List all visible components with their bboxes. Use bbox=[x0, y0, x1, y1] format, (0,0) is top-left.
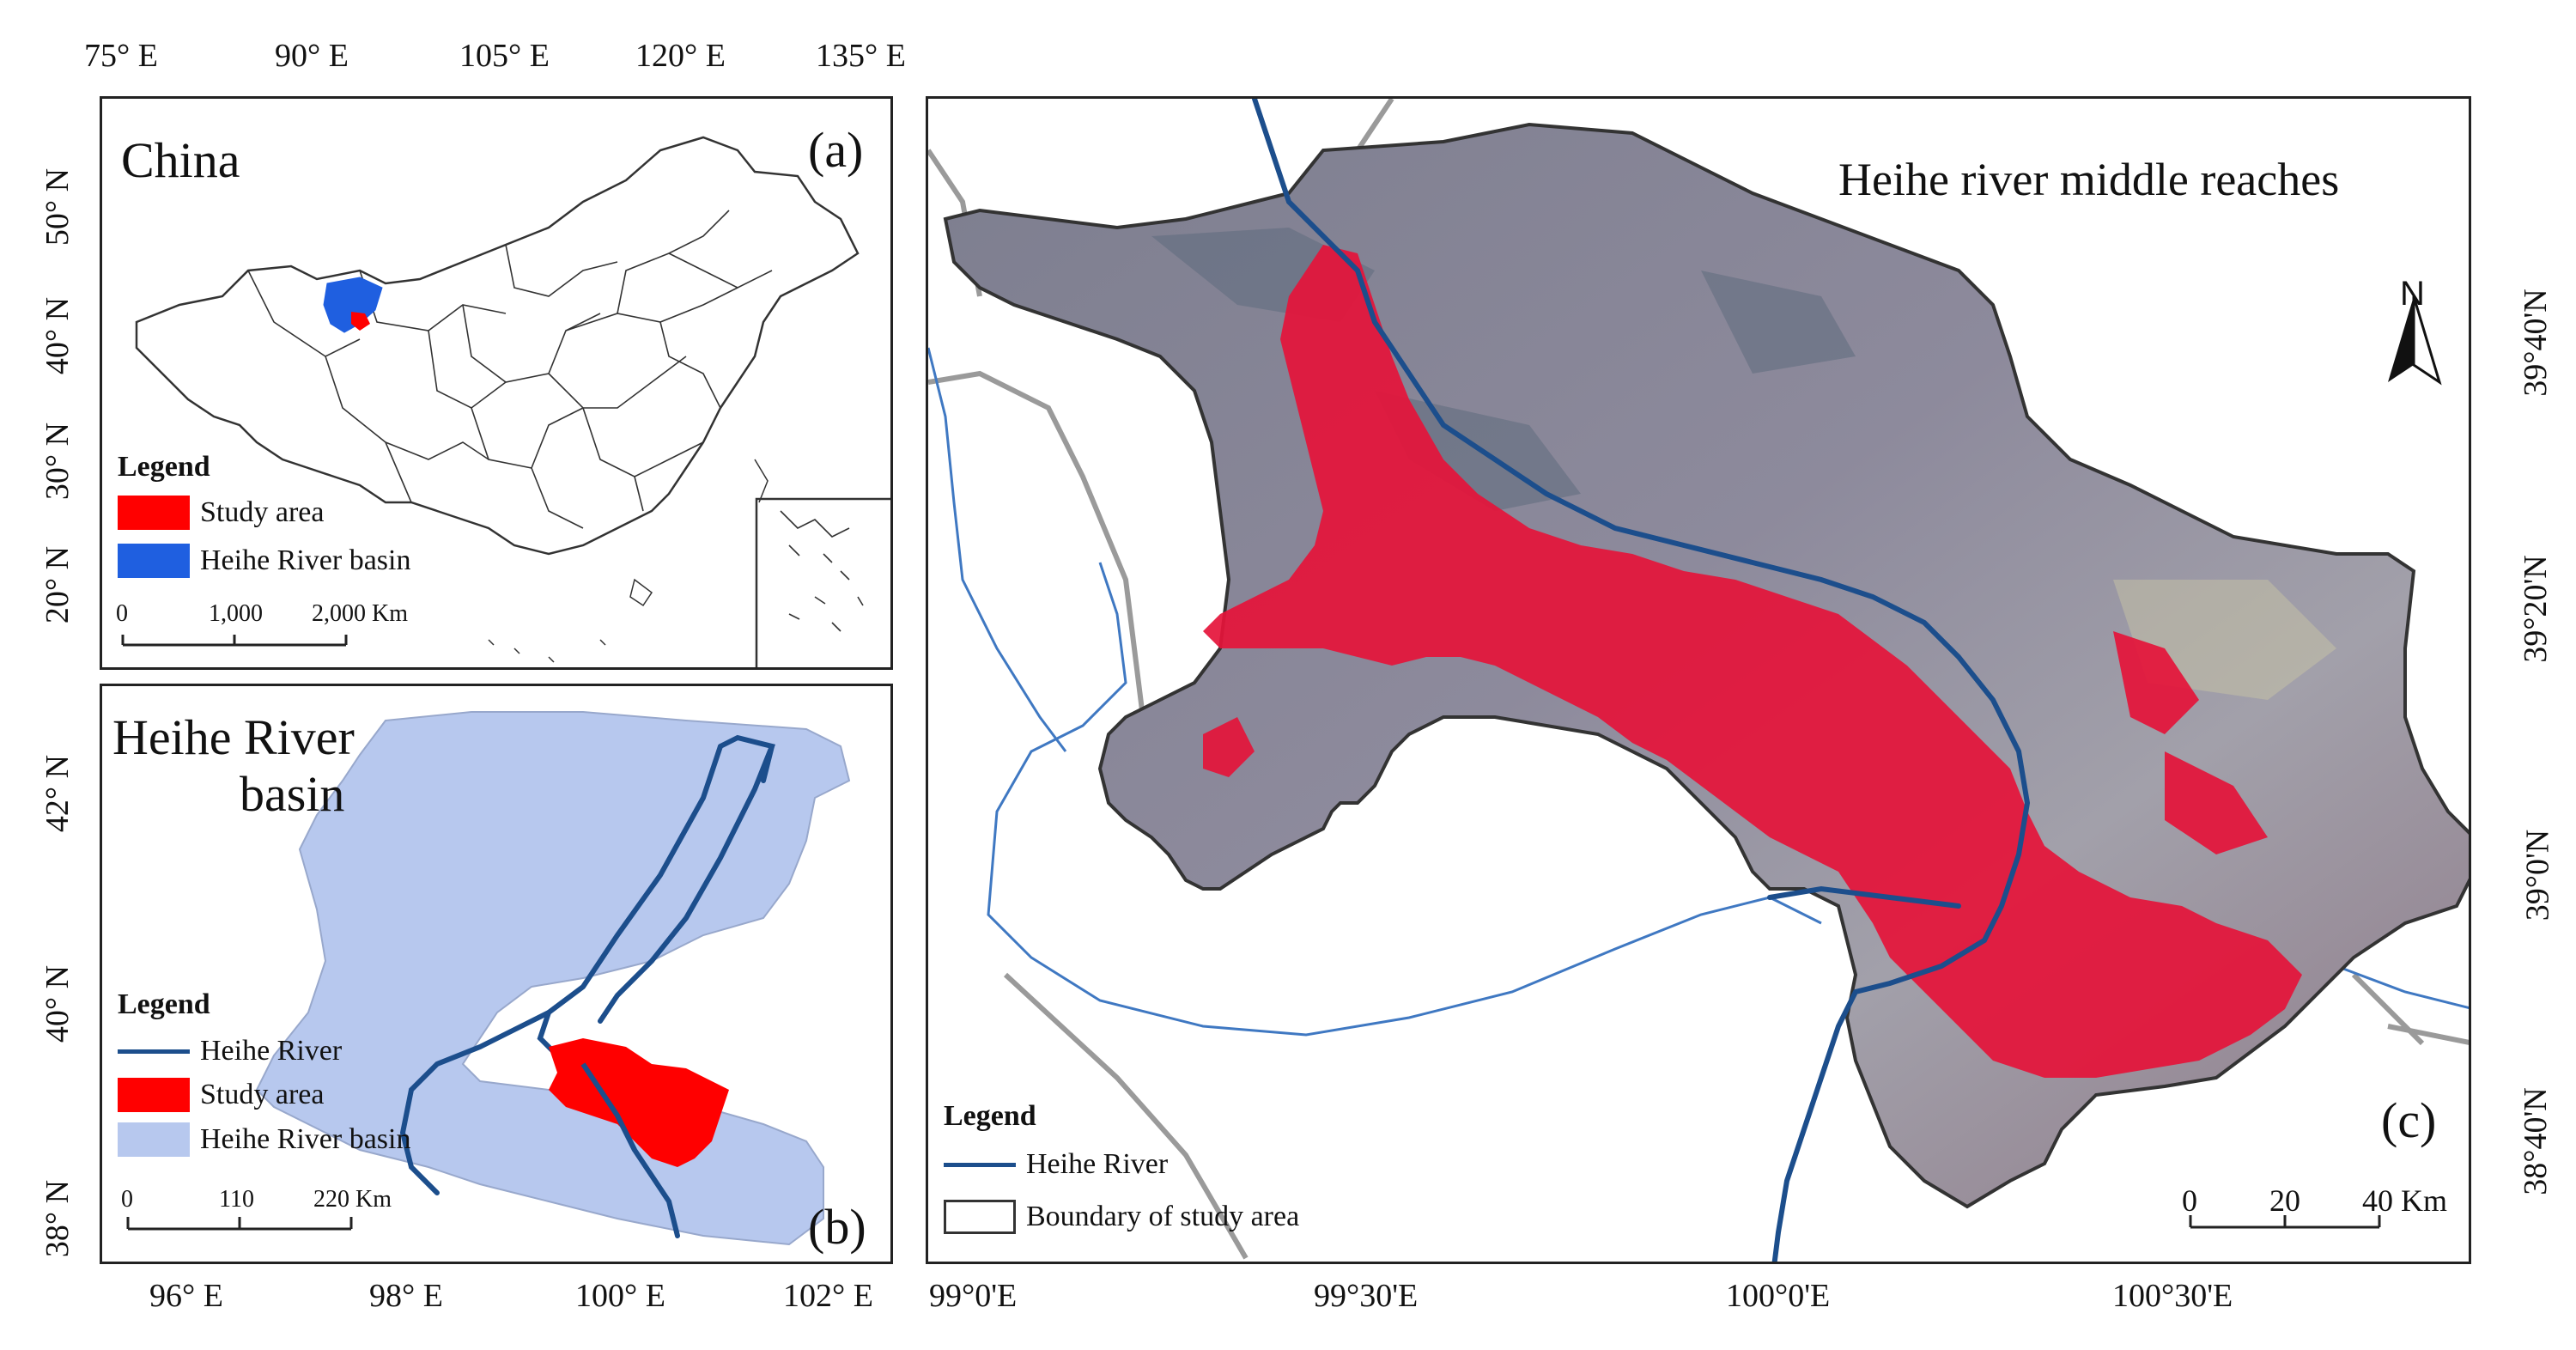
panel-c-title: Heihe river middle reaches bbox=[1838, 154, 2340, 205]
red-zone-2 bbox=[1203, 717, 1255, 777]
panel-c-label: (c) bbox=[2381, 1092, 2437, 1148]
legend-label: Study area bbox=[200, 1079, 325, 1110]
panel-c-legend-boundary: Boundary of study area bbox=[944, 1200, 1299, 1234]
red-zone-1 bbox=[1203, 245, 2302, 1078]
lon-tick-100e: 100° E bbox=[575, 1278, 665, 1314]
north-label: N bbox=[2400, 275, 2425, 313]
legend-label: Study area bbox=[200, 496, 325, 528]
panel-b-title-line2: basin bbox=[240, 766, 345, 822]
panel-a-legend-basin: Heihe River basin bbox=[118, 544, 411, 578]
china-outline bbox=[135, 136, 860, 556]
panel-b-basin-map: Heihe River basin (b) Legend Heihe River… bbox=[100, 684, 893, 1264]
legend-label: Heihe River basin bbox=[200, 1123, 411, 1155]
lat-tick-39-20: 39°20'N bbox=[2517, 555, 2554, 663]
panel-b-legend-river: Heihe River bbox=[118, 1035, 342, 1067]
heihe-river-branch-3 bbox=[399, 1010, 551, 1195]
legend-label: Heihe River basin bbox=[200, 544, 411, 576]
scale-c-40: 40 Km bbox=[2362, 1183, 2447, 1218]
lat-tick-40n-b: 40° N bbox=[39, 964, 76, 1043]
north-arrow-icon bbox=[2388, 295, 2442, 386]
lon-tick-99-0: 99°0'E bbox=[929, 1278, 1018, 1314]
lat-tick-50n: 50° N bbox=[39, 167, 76, 246]
lon-tick-120: 120° E bbox=[635, 38, 726, 74]
study-area-region bbox=[351, 312, 370, 331]
lat-tick-38-40: 38°40'N bbox=[2517, 1087, 2554, 1195]
scale-a-2000: 2,000 Km bbox=[312, 600, 408, 627]
lon-tick-75: 75° E bbox=[84, 38, 158, 74]
china-map-svg bbox=[135, 136, 890, 667]
red-zone-3 bbox=[2113, 631, 2199, 734]
panel-a-legend-title: Legend bbox=[118, 451, 210, 483]
heihe-river-branch-1 bbox=[598, 734, 776, 1024]
legend-swatch-blue bbox=[118, 544, 190, 578]
panel-a-label: (a) bbox=[808, 122, 864, 178]
lon-tick-105: 105° E bbox=[459, 38, 550, 74]
lon-tick-98e: 98° E bbox=[369, 1278, 443, 1314]
lat-tick-40n: 40° N bbox=[39, 296, 76, 375]
lon-tick-90: 90° E bbox=[275, 38, 349, 74]
red-zone-4 bbox=[2165, 751, 2268, 854]
lat-tick-42n: 42° N bbox=[39, 754, 76, 833]
panel-c-legend-river: Heihe River bbox=[944, 1148, 1168, 1181]
scale-b-220: 220 Km bbox=[313, 1186, 392, 1213]
legend-label: Heihe River bbox=[1026, 1148, 1169, 1180]
lon-tick-96e: 96° E bbox=[149, 1278, 223, 1314]
legend-line-river bbox=[944, 1162, 1016, 1167]
middle-reaches-svg bbox=[928, 99, 2469, 1262]
lat-tick-39-0: 39°0'N bbox=[2519, 829, 2556, 921]
legend-swatch-lightblue bbox=[118, 1122, 190, 1157]
panel-a-title: China bbox=[121, 132, 240, 188]
lat-tick-39-40: 39°40'N bbox=[2517, 289, 2554, 397]
panel-b-legend-title: Legend bbox=[118, 988, 210, 1020]
scale-c-0: 0 bbox=[2182, 1183, 2197, 1218]
legend-swatch-boundary bbox=[944, 1200, 1016, 1234]
legend-swatch-red bbox=[118, 1078, 190, 1112]
scale-b-0: 0 bbox=[121, 1186, 133, 1213]
lon-tick-102e: 102° E bbox=[783, 1278, 873, 1314]
lat-tick-20n: 20° N bbox=[39, 545, 76, 624]
panel-b-title-line1: Heihe River bbox=[112, 709, 355, 765]
lon-tick-100-30: 100°30'E bbox=[2112, 1278, 2233, 1314]
south-china-sea-inset bbox=[755, 497, 890, 667]
panel-b-legend-study-area: Study area bbox=[118, 1078, 324, 1112]
legend-swatch-red bbox=[118, 496, 190, 530]
lat-tick-38n: 38° N bbox=[39, 1179, 76, 1258]
heihe-river-panel-c bbox=[1252, 99, 2031, 1262]
panel-a-china-map: China (a) Legend Study area Heihe River … bbox=[100, 96, 893, 670]
lon-tick-99-30: 99°30'E bbox=[1314, 1278, 1419, 1314]
scale-a-1000: 1,000 bbox=[209, 600, 263, 627]
study-area-region bbox=[549, 1038, 729, 1167]
legend-label: Boundary of study area bbox=[1026, 1201, 1300, 1232]
legend-label: Heihe River bbox=[200, 1035, 343, 1067]
lon-tick-100-0: 100°0'E bbox=[1726, 1278, 1831, 1314]
lat-tick-30n: 30° N bbox=[39, 422, 76, 501]
heihe-river-branch-2 bbox=[761, 744, 775, 783]
scale-c-20: 20 bbox=[2269, 1183, 2300, 1218]
heihe-river-tributary-c bbox=[1767, 885, 1961, 909]
panel-b-label: (b) bbox=[808, 1199, 866, 1255]
basin-map-svg bbox=[255, 711, 851, 1246]
scale-a-0: 0 bbox=[116, 600, 128, 627]
lon-tick-135: 135° E bbox=[816, 38, 906, 74]
scale-b-110: 110 bbox=[219, 1186, 254, 1213]
panel-a-legend-study-area: Study area bbox=[118, 496, 324, 530]
panel-c-legend-title: Legend bbox=[944, 1100, 1036, 1132]
panel-b-legend-basin: Heihe River basin bbox=[118, 1122, 411, 1157]
heihe-basin-region bbox=[255, 711, 851, 1246]
legend-line-river bbox=[118, 1049, 190, 1054]
panel-c-middle-reaches-map: Heihe river middle reaches (c) N Legend … bbox=[926, 96, 2471, 1264]
